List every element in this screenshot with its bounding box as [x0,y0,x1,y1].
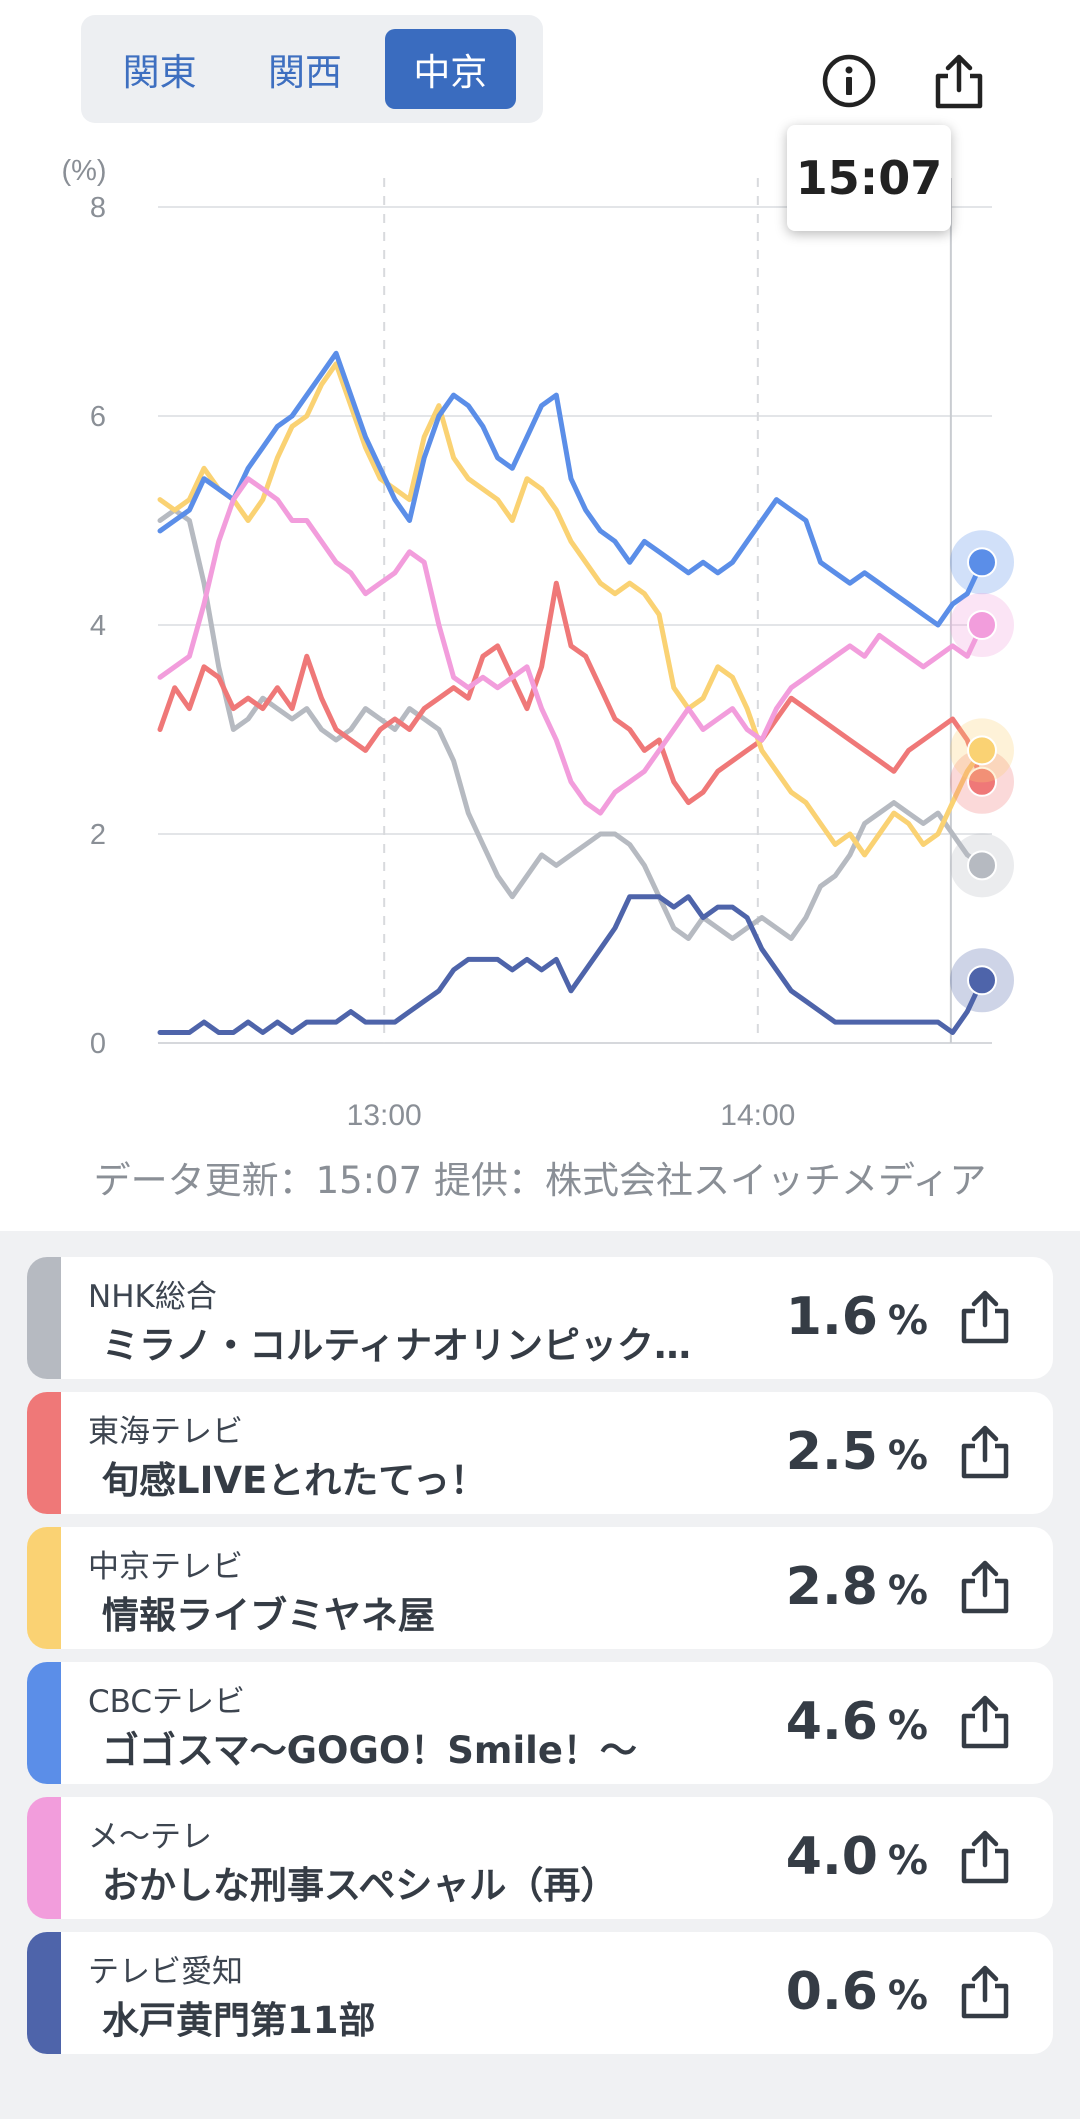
rating: 1.6% [786,1287,928,1347]
station-card[interactable]: 中京テレビ情報ライブミヤネ屋 2.8% [27,1527,1053,1649]
rating: 0.6% [786,1962,928,2022]
y-unit-label: (%) [61,155,106,187]
station-name: テレビ愛知 [88,1954,243,1990]
region-tabs: 関東 関西 中京 [81,15,543,123]
tab-kansai[interactable]: 関西 [267,51,342,94]
program-name: 旬感LIVEとれたてっ！ [102,1459,488,1502]
y-tick-label: 8 [90,192,106,224]
end-dot-5 [967,965,997,996]
share-icon[interactable] [957,1424,1013,1480]
y-tick-label: 4 [90,610,106,642]
series-line-5 [157,894,985,1035]
end-dot-4 [967,610,997,640]
program-name: 水戸黄門第11部 [102,1999,376,2042]
end-dot-0 [967,850,997,881]
end-dot-1 [967,766,997,797]
share-icon[interactable] [957,1964,1013,2020]
program-name: ゴゴスマ～GOGO！Smile！～ [102,1729,637,1772]
rating: 4.0% [786,1827,928,1887]
rating: 2.5% [786,1422,928,1482]
station-color-bar [27,1257,61,1379]
station-color-bar [27,1527,61,1649]
rating-unit: % [887,1838,928,1884]
station-name: CBCテレビ [88,1684,246,1720]
rating: 2.8% [786,1557,928,1617]
station-card[interactable]: CBCテレビゴゴスマ～GOGO！Smile！～ 4.6% [27,1662,1053,1784]
station-color-bar [27,1797,61,1919]
series-line-4 [157,476,985,816]
x-tick-label: 13:00 [347,1099,422,1130]
series-line-3 [157,350,985,628]
station-name: メ～テレ [88,1819,212,1855]
end-dot-2 [967,735,997,766]
station-card[interactable]: NHK総合ミラノ・コルティナオリンピック… 1.6% [27,1257,1053,1379]
station-color-bar [27,1662,61,1784]
data-credit: データ更新：15:07 提供：株式会社スイッチメディア [93,1159,987,1202]
station-name: 中京テレビ [88,1549,243,1585]
station-card[interactable]: 東海テレビ旬感LIVEとれたてっ！ 2.5% [27,1392,1053,1514]
time-tooltip: 15:07 [787,125,951,231]
station-card[interactable]: テレビ愛知水戸黄門第11部 0.6% [27,1932,1053,2054]
series-line-1 [157,580,985,806]
program-name: 情報ライブミヤネ屋 [102,1594,435,1637]
share-icon[interactable] [957,1289,1013,1345]
x-tick-label: 14:00 [720,1099,795,1130]
info-icon[interactable] [820,52,878,110]
y-tick-label: 6 [90,401,106,433]
station-color-bar [27,1392,61,1514]
rating-unit: % [887,1568,928,1614]
rating-value: 0.6 [785,1962,878,2022]
y-tick-label: 2 [90,819,106,851]
rating: 4.6% [786,1692,928,1752]
station-color-bar [27,1932,61,2054]
rating-unit: % [887,1973,928,2019]
rating-value: 1.6 [785,1287,878,1347]
rating-value: 4.0 [785,1827,878,1887]
rating-value: 2.5 [785,1422,878,1482]
y-tick-label: 0 [90,1028,106,1060]
station-card[interactable]: メ～テレおかしな刑事スペシャル（再） 4.0% [27,1797,1053,1919]
program-name: おかしな刑事スペシャル（再） [102,1864,618,1907]
tab-chukyo[interactable]: 中京 [384,29,516,109]
share-icon[interactable] [957,1694,1013,1750]
rating-value: 2.8 [785,1557,878,1617]
series-line-2 [157,361,985,858]
share-icon[interactable] [957,1559,1013,1615]
station-list: NHK総合 ミラノ・コルティナオリンピック… 1.6% 東海テレビ 旬感LIVEとれたて… [0,1231,1080,2119]
tab-kanto[interactable]: 関東 [122,51,197,94]
rating-unit: % [887,1433,928,1479]
share-icon[interactable] [930,52,988,110]
station-name: 東海テレビ [88,1414,243,1450]
series-line-0 [157,507,985,941]
station-name: NHK総合 [88,1279,217,1315]
end-dot-3 [967,547,997,578]
program-name: ミラノ・コルティナオリンピック… [102,1324,692,1367]
share-icon[interactable] [957,1829,1013,1885]
rating-value: 4.6 [785,1692,878,1752]
rating-unit: % [887,1298,928,1344]
rating-unit: % [887,1703,928,1749]
